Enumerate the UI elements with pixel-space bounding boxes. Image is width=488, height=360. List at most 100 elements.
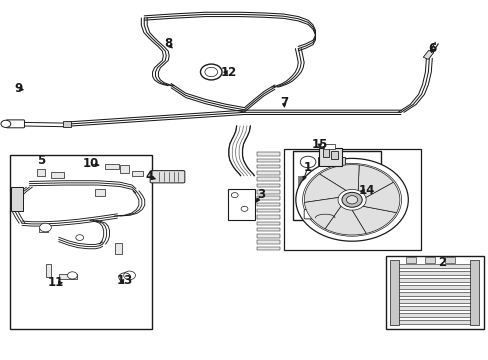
Text: 6: 6 (428, 42, 436, 55)
Bar (120, 165, 128, 173)
Bar (425, 257, 434, 263)
Circle shape (302, 163, 401, 236)
Bar (51, 172, 63, 178)
Bar (469, 260, 478, 325)
Bar (395, 264, 473, 268)
Bar (395, 299, 473, 303)
Bar (395, 292, 473, 296)
Bar (298, 208, 376, 209)
Bar (283, 149, 420, 250)
Bar (298, 190, 376, 192)
Bar (59, 274, 77, 279)
Bar (298, 193, 376, 194)
Bar (11, 187, 23, 211)
Bar (298, 195, 376, 196)
Circle shape (300, 156, 315, 168)
Bar (256, 221, 280, 225)
Bar (256, 228, 280, 231)
Bar (330, 151, 338, 159)
Bar (256, 171, 280, 175)
Bar (62, 121, 71, 127)
Circle shape (241, 206, 247, 211)
Bar (256, 209, 280, 212)
Bar (256, 165, 280, 168)
Bar (95, 189, 105, 196)
Bar (298, 199, 376, 200)
Bar (317, 157, 344, 165)
Bar (298, 178, 376, 179)
Text: 8: 8 (164, 37, 172, 50)
Circle shape (295, 158, 407, 241)
Bar (46, 264, 51, 277)
Text: 12: 12 (220, 66, 237, 78)
Bar (132, 171, 142, 176)
Bar (256, 240, 280, 244)
Polygon shape (325, 206, 366, 235)
Bar (386, 256, 483, 329)
Text: 11: 11 (48, 276, 64, 289)
Circle shape (204, 67, 217, 77)
Circle shape (341, 192, 362, 207)
Bar (395, 320, 473, 324)
Text: 9: 9 (15, 82, 22, 95)
Bar (256, 190, 280, 194)
Bar (39, 228, 48, 232)
Circle shape (123, 271, 135, 280)
Polygon shape (357, 165, 393, 198)
Bar (298, 184, 376, 185)
FancyBboxPatch shape (150, 171, 184, 183)
Bar (395, 306, 473, 310)
Bar (10, 155, 151, 329)
Text: 2: 2 (438, 256, 446, 269)
Bar (405, 257, 415, 263)
Circle shape (40, 223, 51, 232)
Text: 7: 7 (280, 96, 288, 109)
Polygon shape (304, 174, 346, 202)
Text: 4: 4 (145, 170, 153, 183)
FancyBboxPatch shape (304, 210, 346, 219)
Bar (298, 203, 376, 204)
Bar (37, 169, 45, 176)
Bar (395, 271, 473, 275)
Bar (318, 148, 342, 166)
FancyBboxPatch shape (6, 120, 24, 128)
Bar (298, 206, 376, 207)
Circle shape (1, 120, 11, 127)
Text: 5: 5 (38, 154, 45, 167)
Circle shape (76, 235, 83, 240)
Bar (322, 146, 328, 157)
Bar (298, 180, 376, 181)
Text: 1: 1 (304, 161, 311, 174)
Bar (256, 247, 280, 250)
Bar (298, 188, 376, 190)
Polygon shape (351, 206, 396, 233)
Bar (293, 151, 381, 220)
Bar (256, 177, 280, 181)
Bar (256, 196, 280, 200)
Bar (395, 313, 473, 317)
Text: 13: 13 (116, 274, 133, 287)
Bar (256, 215, 280, 219)
Bar (256, 158, 280, 162)
Text: 3: 3 (257, 188, 265, 201)
Circle shape (200, 64, 222, 80)
Bar (256, 203, 280, 206)
Text: 15: 15 (311, 138, 328, 150)
Polygon shape (319, 165, 358, 190)
Bar (298, 197, 376, 198)
Bar (298, 176, 376, 177)
Bar (324, 144, 334, 149)
Bar (395, 278, 473, 282)
Bar (444, 257, 454, 263)
Bar (298, 182, 376, 183)
Bar (115, 243, 122, 254)
Polygon shape (304, 198, 341, 229)
Bar (389, 260, 398, 325)
Bar (298, 186, 376, 188)
Text: 10: 10 (82, 157, 99, 170)
Circle shape (346, 196, 357, 204)
Circle shape (231, 193, 238, 198)
Text: 14: 14 (358, 184, 374, 197)
Bar (256, 234, 280, 238)
Bar (227, 189, 254, 220)
